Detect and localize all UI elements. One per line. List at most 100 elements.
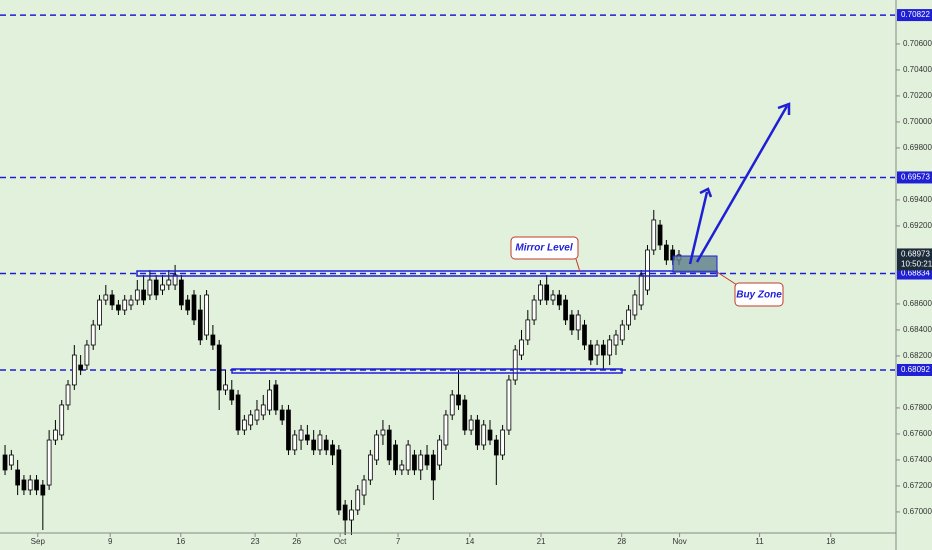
candle-body (575, 314, 581, 331)
candle-body (254, 409, 260, 421)
candle-body (487, 429, 493, 441)
x-tick-label: 11 (755, 537, 764, 546)
candle-body (569, 314, 575, 331)
y-tick-label: 0.69200 (903, 221, 932, 230)
candle-body (71, 354, 77, 386)
candle-body (109, 294, 115, 306)
candle-body (160, 284, 165, 291)
y-tick-label: 0.70600 (903, 39, 932, 48)
last-price-label: 0.68973 (901, 250, 930, 259)
candle-body (538, 284, 543, 301)
candle-body (531, 299, 537, 321)
candle-body (594, 344, 600, 356)
candle-body (53, 429, 58, 441)
drawings: Mirror Level Buy Zone (136, 102, 791, 374)
candle-body (626, 309, 631, 326)
candle-body (588, 344, 594, 361)
x-tick-label: Nov (672, 537, 686, 546)
candle-body (317, 434, 323, 451)
candle-body (197, 309, 203, 341)
candle-body (260, 404, 266, 416)
candle-body (424, 454, 430, 466)
level-label-box (897, 9, 932, 22)
candle-body (430, 454, 436, 481)
candle-body (2, 454, 8, 471)
callout-pointer (575, 258, 581, 273)
level-label-box (897, 363, 932, 376)
level-label: 0.68092 (901, 365, 930, 374)
x-tick-label: Oct (334, 537, 347, 546)
level-label: 0.69573 (901, 173, 930, 182)
candle-body (216, 344, 222, 391)
candle-body (349, 509, 354, 521)
y-tick-label: 0.68200 (903, 351, 932, 360)
candle-body (204, 294, 209, 336)
candle-body (147, 279, 153, 296)
candle-body (191, 294, 197, 321)
x-tick-label: Sep (31, 537, 46, 546)
candle-body (481, 424, 487, 446)
y-tick-label: 0.67800 (903, 403, 932, 412)
candle-body (544, 284, 550, 301)
candle-body (336, 449, 342, 511)
x-tick-label: 26 (292, 537, 301, 546)
candle-body (235, 394, 241, 431)
candle-body (412, 454, 417, 471)
arrow (688, 102, 791, 265)
level-label: 0.70822 (901, 10, 930, 19)
candle-body (506, 379, 512, 431)
x-tick-label: 21 (537, 537, 546, 546)
candle-body (298, 429, 304, 441)
candle-body (46, 439, 52, 486)
candle-body (462, 399, 468, 431)
level-label: 0.68834 (901, 269, 930, 278)
candle-body (134, 289, 140, 301)
candle-body (305, 434, 310, 441)
candle-body (279, 409, 285, 421)
candle-body (286, 409, 291, 451)
candle-body (185, 299, 191, 311)
candle-body (619, 324, 625, 341)
candle-body (166, 279, 172, 286)
candle-body (468, 419, 474, 431)
candle-body (582, 324, 587, 346)
y-tick-label: 0.69800 (903, 143, 932, 152)
candle-body (393, 444, 398, 471)
buy-zone-box (672, 255, 718, 273)
level-label-box (897, 171, 932, 184)
candle-body (493, 439, 499, 456)
resistance-zone (136, 270, 718, 277)
x-tick-label: 28 (617, 537, 626, 546)
candle-body (380, 429, 386, 436)
callout-box (734, 282, 784, 307)
candle-body (367, 454, 373, 481)
candle-body (172, 274, 178, 286)
candle-body (664, 244, 669, 261)
candle-body (418, 454, 424, 471)
candle-body (267, 389, 272, 411)
candle-body (223, 384, 228, 391)
candle-body (210, 334, 216, 346)
candle-body (456, 394, 461, 406)
y-tick-label: 0.70200 (903, 91, 932, 100)
candle-body (607, 339, 613, 356)
candle-body (399, 464, 405, 471)
callout-pointer (716, 271, 738, 286)
annotation: Mirror Level (515, 243, 572, 254)
candle-body (512, 349, 518, 381)
candle-body (556, 294, 562, 306)
y-tick-label: 0.67400 (903, 455, 932, 464)
candle-body (248, 414, 254, 426)
candle-body (21, 479, 27, 491)
candle-body (563, 299, 568, 321)
candle-body (405, 444, 411, 471)
candle-body (475, 419, 480, 446)
candle-body (645, 249, 650, 291)
candle-body (525, 319, 531, 341)
y-tick-label: 0.68400 (903, 325, 932, 334)
candle-body (122, 299, 128, 311)
x-tick-label: 16 (176, 537, 185, 546)
candle-body (65, 384, 71, 406)
y-tick-label: 0.70000 (903, 117, 932, 126)
